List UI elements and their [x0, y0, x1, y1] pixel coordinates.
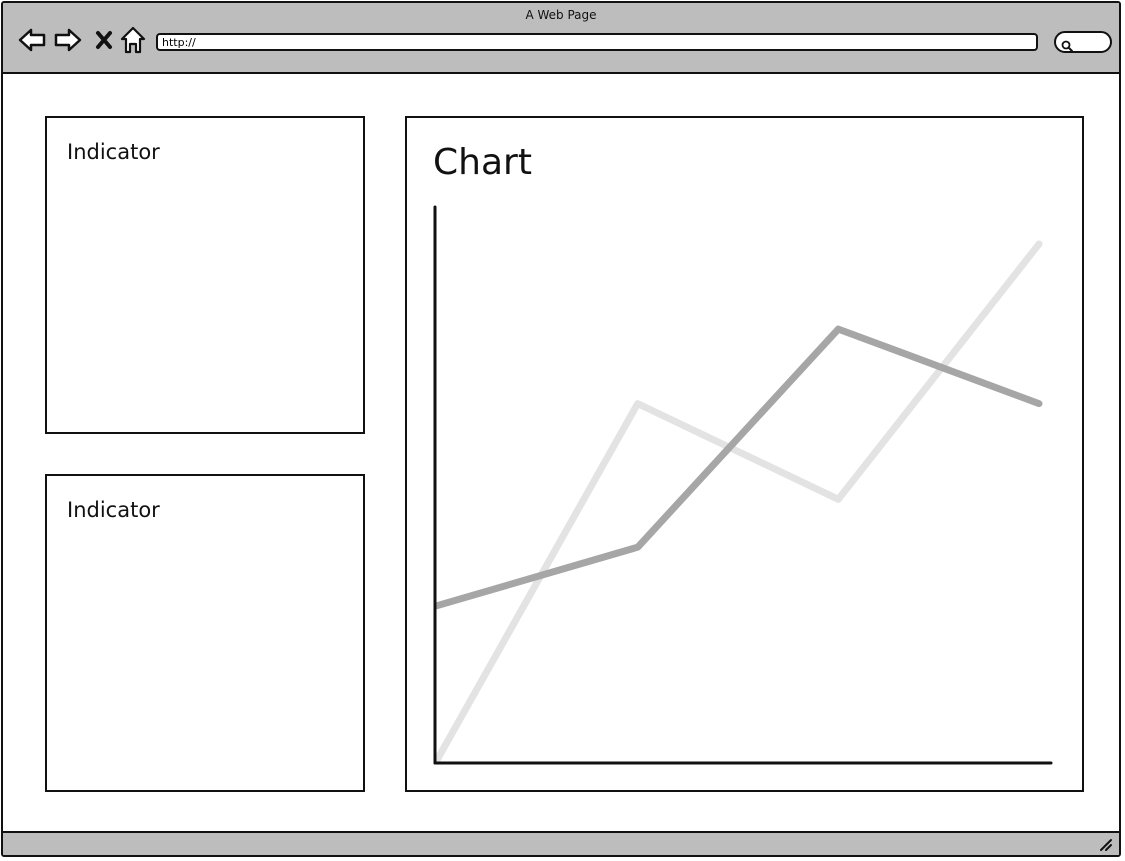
home-button[interactable] [118, 25, 148, 55]
indicator-label: Indicator [67, 498, 160, 522]
stop-button[interactable] [89, 25, 119, 55]
back-button[interactable] [17, 25, 47, 55]
forward-button[interactable] [53, 25, 83, 55]
close-icon [95, 30, 113, 50]
browser-titlebar: A Web Page [3, 3, 1119, 74]
series-line-2 [433, 325, 1043, 610]
search-button[interactable] [1054, 31, 1112, 53]
chart-panel: Chart [405, 116, 1084, 792]
status-bar [3, 831, 1119, 855]
chart-title: Chart [433, 142, 532, 183]
indicator-label: Indicator [67, 140, 160, 164]
address-bar[interactable] [156, 33, 1038, 51]
series-layer [433, 240, 1043, 764]
indicator-panel-2: Indicator [45, 474, 365, 792]
series-line-1 [433, 240, 1043, 764]
resize-grip-icon[interactable] [1097, 836, 1113, 852]
forward-arrow-icon [54, 27, 82, 53]
line-chart [433, 205, 1053, 765]
back-arrow-icon [18, 27, 46, 53]
search-icon [1061, 37, 1073, 56]
home-icon [120, 26, 146, 54]
window-title: A Web Page [525, 8, 597, 22]
indicator-panel-1: Indicator [45, 116, 365, 434]
